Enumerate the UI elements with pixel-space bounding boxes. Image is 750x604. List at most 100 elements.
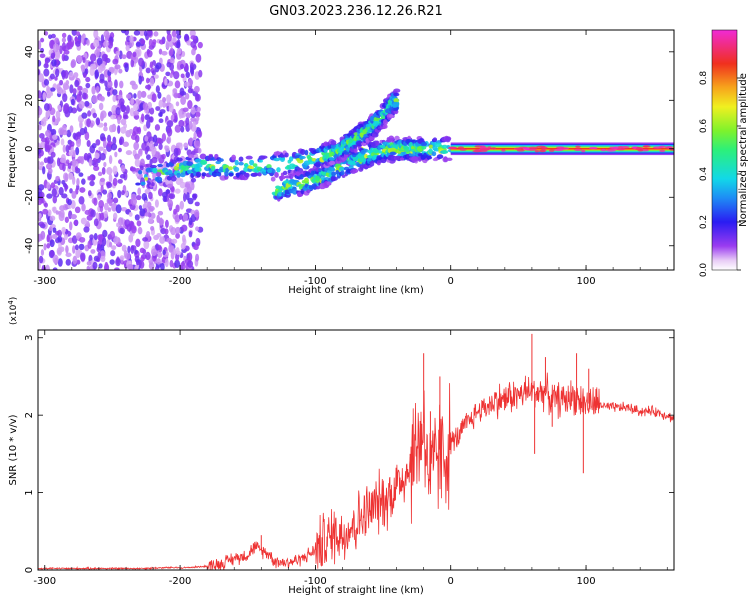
spectrogram-flat-band-peak	[664, 146, 673, 149]
spectrogram-noise-cell	[140, 113, 145, 123]
spectrogram-ridge-cell	[234, 159, 239, 166]
spectrogram-noise-cell	[148, 217, 154, 224]
spectrogram-noise-cell	[99, 212, 105, 221]
spectrogram-ridge-cell	[252, 172, 259, 177]
spectrogram-ridge-cell	[224, 171, 229, 177]
spectrogram-noise-cell	[154, 265, 160, 270]
spectrogram-noise-cell	[47, 209, 52, 217]
spectrogram-noise-cell	[151, 146, 157, 153]
spectrogram-noise-cell	[102, 189, 108, 195]
spectrogram-noise-cell	[192, 194, 197, 201]
spectrogram-noise-cell	[117, 178, 123, 184]
spectrogram-noise-cell	[133, 110, 140, 116]
spectrogram-ridge-cell	[252, 163, 258, 168]
spectrogram-ridge-cell	[421, 145, 427, 150]
spectrogram-noise-cell	[38, 184, 45, 191]
spectrogram-ridge-cell	[311, 158, 317, 162]
spectrogram-flat-band-peak	[581, 149, 586, 153]
spectrogram-x-axis-label: Height of straight line (km)	[288, 285, 424, 296]
spectrogram-noise-cell	[154, 124, 161, 131]
spectrogram-noise-cell	[151, 70, 156, 76]
spectrogram-noise-cell	[39, 133, 45, 139]
spectrogram-ridge-cell	[393, 92, 400, 97]
spectrogram-noise-cell	[73, 220, 79, 226]
spectrogram-noise-cell	[59, 79, 64, 86]
spectrogram-noise-cell	[194, 209, 200, 218]
spectrogram-noise-cell	[154, 199, 159, 208]
spectrogram-noise-cell	[142, 167, 147, 175]
spectrogram-noise-cell	[52, 206, 57, 214]
spectrogram-noise-cell	[108, 173, 113, 183]
spectrogram-flat-band-peak	[528, 146, 539, 150]
spectrogram-noise-cell	[181, 234, 186, 243]
spectrogram-noise-cell	[108, 241, 113, 248]
spectrogram-ridge-cell	[441, 144, 448, 149]
spectrogram-noise-cell	[90, 63, 97, 70]
spectrogram-noise-cell	[173, 147, 179, 157]
spectrogram-noise-cell	[139, 158, 145, 168]
spectrogram-noise-cell	[112, 136, 117, 145]
spectrogram-noise-cell	[179, 142, 183, 151]
spectrogram-noise-cell	[54, 76, 58, 81]
spectrogram-noise-cell	[143, 30, 148, 37]
spectrogram-noise-cell	[52, 115, 56, 123]
spectrogram-y-tick-label: 40	[24, 45, 35, 58]
spectrogram-noise-cell	[75, 40, 81, 47]
spectrogram-noise-cell	[77, 85, 83, 91]
spectrogram-noise-cell	[152, 134, 158, 143]
spectrogram-noise-cell	[107, 207, 112, 212]
spectrogram-ridge-cell	[135, 182, 141, 186]
spectrogram-ridge-cell	[393, 88, 401, 93]
spectrogram-noise-cell	[197, 147, 202, 154]
spectrogram-noise-cell	[52, 267, 58, 270]
spectrogram-noise-cell	[194, 93, 201, 102]
spectrogram-ridge-cell	[352, 156, 358, 162]
spectrogram-noise-cell	[115, 50, 121, 56]
spectrogram-ridge-cell	[141, 181, 146, 186]
spectrogram-noise-cell	[68, 221, 73, 231]
spectrogram-noise-cell	[149, 61, 154, 69]
spectrogram-noise-cell	[91, 142, 97, 149]
spectrogram-noise-cell	[150, 212, 156, 219]
spectrogram-noise-cell	[172, 88, 178, 94]
spectrogram-noise-cell	[38, 213, 42, 219]
spectrogram-noise-cell	[98, 263, 103, 269]
spectrogram-noise-cell	[107, 40, 114, 49]
spectrogram-noise-cell	[167, 199, 174, 209]
snr-y-tick-label: 1	[24, 489, 35, 495]
spectrogram-noise-cell	[45, 129, 52, 138]
spectrogram-noise-cell	[98, 96, 105, 102]
spectrogram-noise-cell	[193, 131, 197, 140]
snr-x-ticks: -300 -200 -100 0 100	[33, 330, 668, 587]
spectrogram-noise-cell	[70, 60, 76, 69]
spectrogram-noise-cell	[82, 56, 86, 63]
spectrogram-noise-cell	[194, 111, 201, 118]
spectrogram-noise-cell	[119, 174, 126, 179]
spectrogram-noise-cell	[125, 150, 133, 156]
spectrogram-ridge-cell	[218, 158, 224, 162]
spectrogram-ridge-cell	[417, 153, 423, 157]
spectrogram-noise-cell	[47, 156, 54, 165]
spectrogram-ridge-cell	[195, 162, 203, 168]
spectrogram-noise-cell	[103, 126, 108, 132]
spectrogram-noise-cell	[101, 167, 106, 175]
spectrogram-ridge-cell	[432, 137, 438, 142]
spectrogram-flat-band-peak	[516, 149, 525, 152]
spectrogram-ridge-cell	[393, 98, 399, 103]
spectrogram-noise-cell	[43, 78, 50, 86]
spectrogram-ridge-cell	[200, 161, 207, 165]
spectrogram-noise-cell	[180, 261, 186, 270]
spectrogram-noise-cell	[38, 107, 43, 116]
spectrogram-noise-cell	[64, 216, 69, 223]
spectrogram-ridge-cell	[328, 166, 335, 172]
spectrogram-noise-cell	[140, 256, 145, 262]
spectrogram-noise-cell	[137, 149, 143, 157]
spectrogram-noise-cell	[69, 125, 74, 133]
spectrogram-ridge-cell	[399, 157, 405, 161]
spectrogram-noise-cell	[157, 91, 162, 99]
spectrogram-noise-cell	[112, 94, 117, 103]
spectrogram-noise-cell	[82, 72, 87, 79]
spectrogram-ridge-cell	[295, 171, 300, 176]
spectrogram-noise-cell	[93, 232, 98, 241]
spectrogram-x-tick-label: -200	[169, 276, 192, 287]
